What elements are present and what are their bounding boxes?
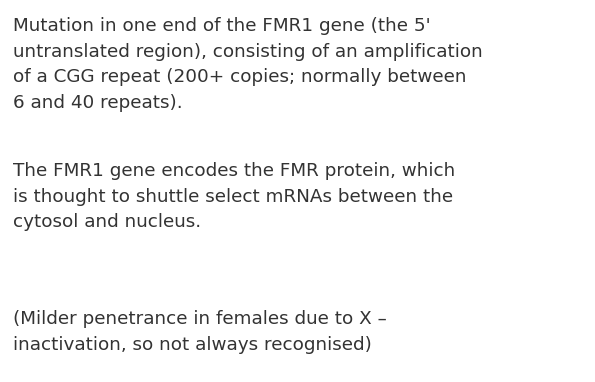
Text: The FMR1 gene encodes the FMR protein, which
is thought to shuttle select mRNAs : The FMR1 gene encodes the FMR protein, w… bbox=[13, 162, 455, 231]
Text: (Milder penetrance in females due to X –
inactivation, so not always recognised): (Milder penetrance in females due to X –… bbox=[13, 310, 387, 354]
Text: Mutation in one end of the FMR1 gene (the 5'
untranslated region), consisting of: Mutation in one end of the FMR1 gene (th… bbox=[13, 17, 483, 112]
